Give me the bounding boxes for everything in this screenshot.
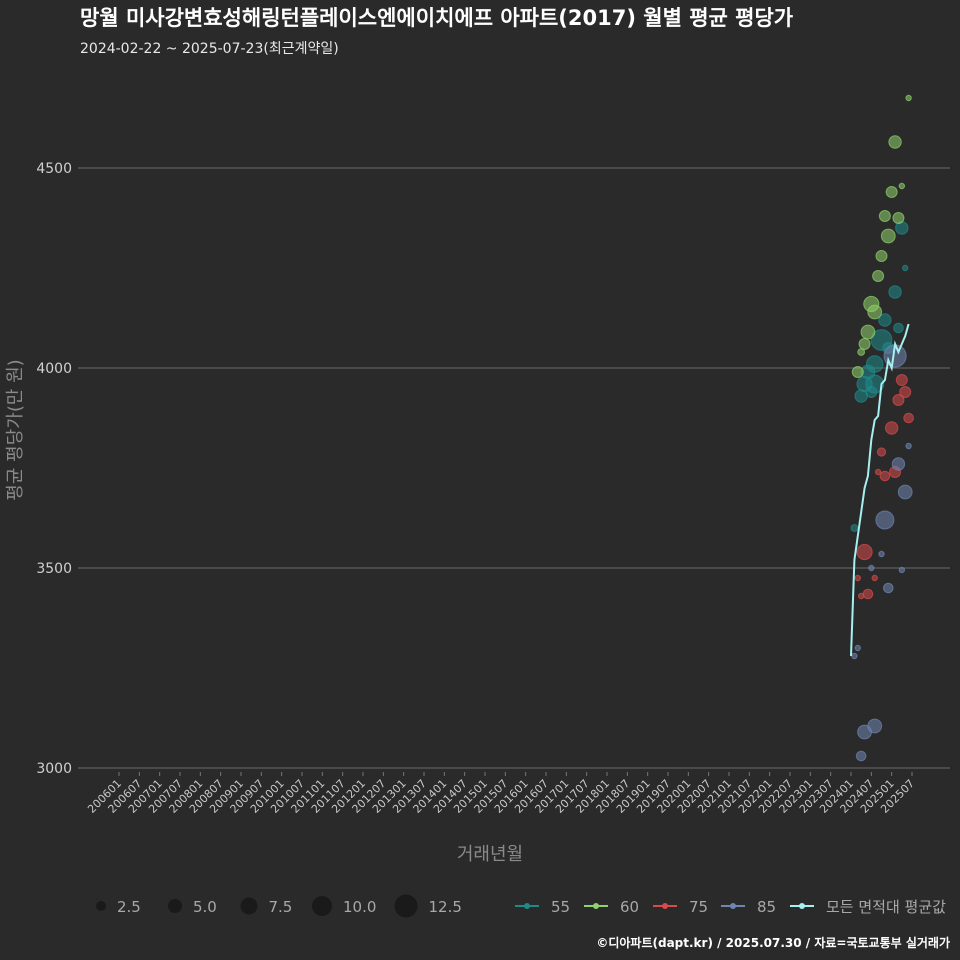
legend-dot-s55	[524, 903, 530, 909]
point-60	[880, 228, 896, 244]
point-60	[872, 270, 885, 282]
legend-size-circle	[96, 901, 106, 911]
point-55	[865, 374, 885, 394]
point-75	[903, 412, 914, 424]
point-85	[891, 457, 906, 471]
point-55	[850, 524, 859, 532]
legend-size-label: 5.0	[193, 898, 217, 916]
legend-label-s75: 75	[689, 898, 708, 916]
data-points	[850, 94, 914, 762]
point-85	[882, 582, 894, 594]
legend-size-label: 12.5	[429, 898, 462, 916]
average-line-layer	[850, 323, 910, 657]
point-60	[888, 135, 902, 149]
point-85	[855, 750, 867, 762]
y-tick-label: 4500	[36, 161, 72, 177]
point-85	[905, 442, 912, 450]
grid-lines	[78, 167, 950, 769]
legend-label-s55: 55	[551, 898, 570, 916]
point-85	[898, 566, 906, 574]
point-75	[899, 386, 912, 398]
point-55	[865, 355, 884, 373]
y-tick-label: 4000	[36, 361, 72, 377]
footer-credit: ©디아파트(dapt.kr) / 2025.07.30 / 자료=국토교통부 실…	[596, 936, 950, 950]
point-60	[892, 212, 905, 224]
legend-size-label: 10.0	[343, 898, 376, 916]
point-85	[854, 644, 861, 652]
point-75	[892, 394, 905, 406]
legend-label-s60: 60	[620, 898, 639, 916]
legend-dot-s60	[593, 903, 599, 909]
point-75	[884, 421, 899, 435]
point-60	[885, 186, 898, 198]
point-60	[858, 338, 871, 350]
point-75	[862, 588, 874, 600]
legend-size-circle	[168, 899, 182, 913]
point-55	[878, 313, 892, 327]
y-tick-label: 3500	[36, 561, 72, 577]
point-75	[879, 470, 891, 482]
point-55	[902, 264, 909, 272]
point-60	[867, 304, 883, 320]
legend-size-circle	[240, 897, 258, 915]
point-75	[856, 543, 873, 561]
legend-size-circle	[312, 896, 332, 916]
legend: 2.5 5.0 7.5 10.0 12.5 55 60 75 85 모든 면적대 평균값	[96, 894, 946, 918]
y-axis-title: 평균 평당가(만 원)	[5, 359, 26, 500]
y-axis-ticks: 3000 3500 4000 4500	[36, 161, 72, 777]
legend-size-label: 2.5	[117, 898, 141, 916]
legend-size-circle	[394, 894, 418, 918]
point-55	[888, 285, 902, 299]
point-75	[874, 468, 882, 476]
point-60	[898, 182, 906, 190]
chart-subtitle: 2024-02-22 ~ 2025-07-23(최근계약일)	[80, 41, 339, 57]
point-85	[878, 550, 885, 558]
point-75	[876, 447, 887, 457]
x-axis-ticks: 2006012006072007012007072008012008072009…	[85, 772, 917, 816]
point-60	[851, 366, 864, 378]
point-85	[867, 718, 883, 734]
legend-dot-avg	[799, 903, 805, 909]
point-85	[851, 652, 858, 660]
point-60	[875, 250, 888, 262]
point-55	[893, 322, 904, 334]
point-75	[871, 574, 878, 582]
y-tick-label: 3000	[36, 761, 72, 777]
legend-size-label: 7.5	[269, 898, 293, 916]
point-75	[895, 374, 908, 386]
point-85	[868, 564, 875, 572]
point-85	[875, 510, 895, 530]
legend-label-avg: 모든 면적대 평균값	[826, 898, 946, 916]
x-axis-title: 거래년월	[457, 844, 523, 865]
point-60	[860, 324, 876, 340]
chart-title: 망월 미사강변효성해링턴플레이스엔에이치에프 아파트(2017) 월별 평균 평…	[80, 6, 794, 30]
point-60	[905, 94, 912, 102]
point-75	[854, 574, 861, 582]
point-60	[878, 210, 891, 222]
legend-dot-s75	[662, 903, 668, 909]
point-85	[897, 484, 913, 500]
legend-label-s85: 85	[757, 898, 776, 916]
legend-dot-s85	[730, 903, 736, 909]
average-line	[850, 323, 910, 657]
